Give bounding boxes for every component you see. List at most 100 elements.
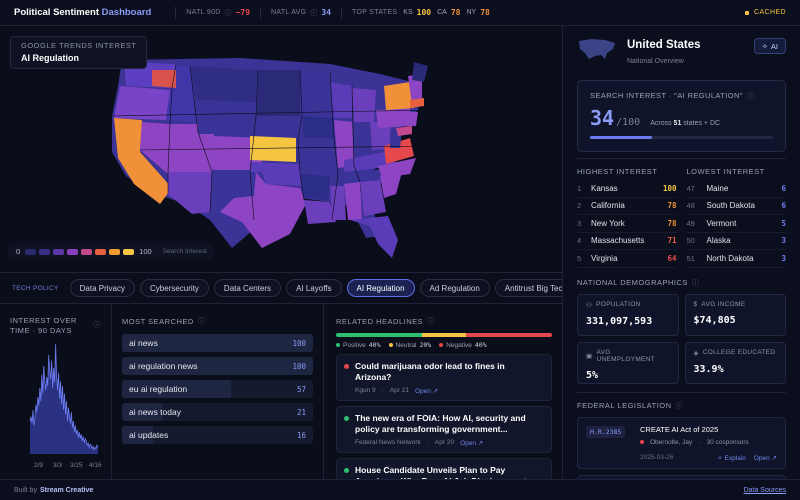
headline-card[interactable]: Could marijuana odor lead to fines in Ar… xyxy=(336,354,552,401)
state-georgia[interactable] xyxy=(360,180,386,216)
state-alabama[interactable] xyxy=(344,182,362,220)
national-demographics: NATIONAL DEMOGRAPHICS ⓘ ⚇ POPULATION 331,09… xyxy=(577,278,786,384)
state-arkansas[interactable] xyxy=(300,174,330,200)
state-maryland[interactable] xyxy=(396,126,412,136)
divider xyxy=(175,6,177,19)
headline-title: Could marijuana odor lead to fines in Ar… xyxy=(355,361,505,382)
top-state-ny[interactable]: NY 78 xyxy=(466,8,490,17)
dollar-icon: $ xyxy=(693,300,698,308)
ranking-row[interactable]: 5 Virginia 64 xyxy=(577,250,677,268)
open-link[interactable]: Open ↗ xyxy=(460,440,484,447)
state-iowa[interactable] xyxy=(302,116,334,138)
state-kansas[interactable] xyxy=(250,136,296,162)
list-item[interactable]: eu ai regulation 57 xyxy=(122,380,313,398)
list-item[interactable]: ai news today 21 xyxy=(122,403,313,421)
state-arizona[interactable] xyxy=(168,172,212,214)
population-value: 331,097,593 xyxy=(586,315,653,327)
headline-source: Kgun 9 xyxy=(355,387,376,394)
ranking-row[interactable]: 49 Vermont 5 xyxy=(686,215,786,233)
state-montana[interactable] xyxy=(190,66,258,102)
explain-button[interactable]: ✧ Explain xyxy=(717,454,746,462)
state-nevada[interactable] xyxy=(140,122,170,174)
ranking-row[interactable]: 47 Maine 6 xyxy=(686,180,786,198)
state-michigan[interactable] xyxy=(352,88,376,122)
state-south-carolina[interactable] xyxy=(380,172,402,198)
state-oregon[interactable] xyxy=(114,86,170,120)
state-ohio[interactable] xyxy=(370,122,392,150)
state-north-carolina[interactable] xyxy=(378,158,416,178)
state-nebraska[interactable] xyxy=(252,116,306,138)
open-link[interactable]: Open ↗ xyxy=(753,454,777,462)
state-minnesota[interactable] xyxy=(300,70,330,114)
bill-card[interactable] xyxy=(577,474,786,479)
ranking-row[interactable]: 3 New York 78 xyxy=(577,215,677,233)
state-maine[interactable] xyxy=(412,62,428,82)
ranking-row[interactable]: 1 Kansas 100 xyxy=(577,180,677,198)
tab-data-privacy[interactable]: Data Privacy xyxy=(69,279,136,297)
state-illinois[interactable] xyxy=(334,120,354,168)
state-massachusetts[interactable] xyxy=(410,98,424,108)
state-new-jersey[interactable] xyxy=(410,112,418,126)
state-accent-nw[interactable] xyxy=(152,70,176,88)
sentiment-negative-segment xyxy=(465,333,552,337)
lowest-interest-list: LOWEST INTEREST 47 Maine 6 48 South Dakota 6… xyxy=(686,167,786,268)
state-pennsylvania[interactable] xyxy=(376,108,412,128)
state-mississippi[interactable] xyxy=(330,186,346,220)
state-missouri[interactable] xyxy=(298,140,338,174)
top-states-stat: TOP STATES KS 100 CA 78 NY 78 xyxy=(352,8,490,17)
ranking-row[interactable]: 4 Massachusetts 71 xyxy=(577,233,677,250)
x-tick: 4/16 xyxy=(89,462,102,469)
ai-button[interactable]: ✧ AI xyxy=(753,38,786,54)
sentiment-positive: Positive 40% xyxy=(336,341,381,349)
bill-card[interactable]: H.R.2385 CREATE AI Act of 2025 Obernolte… xyxy=(577,416,786,469)
avg-income-card: $ AVG INCOME $74,805 xyxy=(684,293,786,336)
tab-antitrust-big-tech[interactable]: Antitrust Big Tech xyxy=(494,279,562,297)
search-term: ai news today xyxy=(129,407,181,417)
search-count: 21 xyxy=(296,408,306,417)
top-state-ks[interactable]: KS 100 xyxy=(403,8,432,17)
state-colorado[interactable] xyxy=(212,136,262,170)
bill-sponsor: Obernolte, Jay · 30 cosponsors xyxy=(640,439,749,446)
bar-fill xyxy=(122,403,163,421)
state-utah[interactable] xyxy=(168,124,214,172)
lowest-interest-title: LOWEST INTEREST xyxy=(686,167,765,176)
ranking-row[interactable]: 48 South Dakota 6 xyxy=(686,198,786,215)
list-item[interactable]: ai updates 16 xyxy=(122,426,313,444)
state-florida[interactable] xyxy=(350,216,398,258)
ranking-row[interactable]: 50 Alaska 3 xyxy=(686,233,786,250)
tab-ai-regulation[interactable]: AI Regulation xyxy=(346,279,415,297)
list-item[interactable]: ai news 100 xyxy=(122,334,313,352)
tab-ad-regulation[interactable]: Ad Regulation xyxy=(419,279,490,297)
ranking-row[interactable]: 51 North Dakota 3 xyxy=(686,250,786,268)
state-wisconsin[interactable] xyxy=(330,82,352,118)
sentiment-positive-segment xyxy=(336,333,423,337)
tab-ai-layoffs[interactable]: AI Layoffs xyxy=(286,279,342,297)
state-california[interactable] xyxy=(114,118,172,204)
footer: Built by Stream Creative Data Sources xyxy=(0,479,800,500)
legend-swatch xyxy=(53,248,65,255)
state-texas[interactable] xyxy=(220,172,306,248)
state-north-dakota[interactable] xyxy=(258,70,300,92)
built-by-link[interactable]: Stream Creative xyxy=(39,486,94,494)
headline-card[interactable]: House Candidate Unveils Plan to Pay Amer… xyxy=(336,458,552,479)
legend-swatch xyxy=(123,248,135,255)
state-new-york[interactable] xyxy=(384,82,414,110)
data-sources-link[interactable]: Data Sources xyxy=(743,486,786,494)
tab-data-centers[interactable]: Data Centers xyxy=(213,279,282,297)
top-state-ca[interactable]: CA 78 xyxy=(437,8,461,17)
state-oklahoma[interactable] xyxy=(250,162,302,186)
tab-cybersecurity[interactable]: Cybersecurity xyxy=(140,279,209,297)
built-by-label: Built by xyxy=(14,486,37,494)
search-count: 57 xyxy=(296,385,306,394)
ranking-row[interactable]: 2 California 78 xyxy=(577,198,677,215)
state-indiana[interactable] xyxy=(354,124,370,158)
state-new-england[interactable] xyxy=(408,74,422,104)
state-louisiana[interactable] xyxy=(304,200,336,224)
headline-title: The new era of FOIA: How AI, security an… xyxy=(355,413,526,434)
headline-card[interactable]: The new era of FOIA: How AI, security an… xyxy=(336,406,552,453)
state-south-dakota[interactable] xyxy=(256,92,300,116)
state-wyoming[interactable] xyxy=(198,100,252,134)
panel-title: INTEREST OVER TIME · 90 DAYS ⓘ xyxy=(10,316,101,335)
list-item[interactable]: ai regulation news 100 xyxy=(122,357,313,375)
open-link[interactable]: Open ↗ xyxy=(414,388,439,395)
